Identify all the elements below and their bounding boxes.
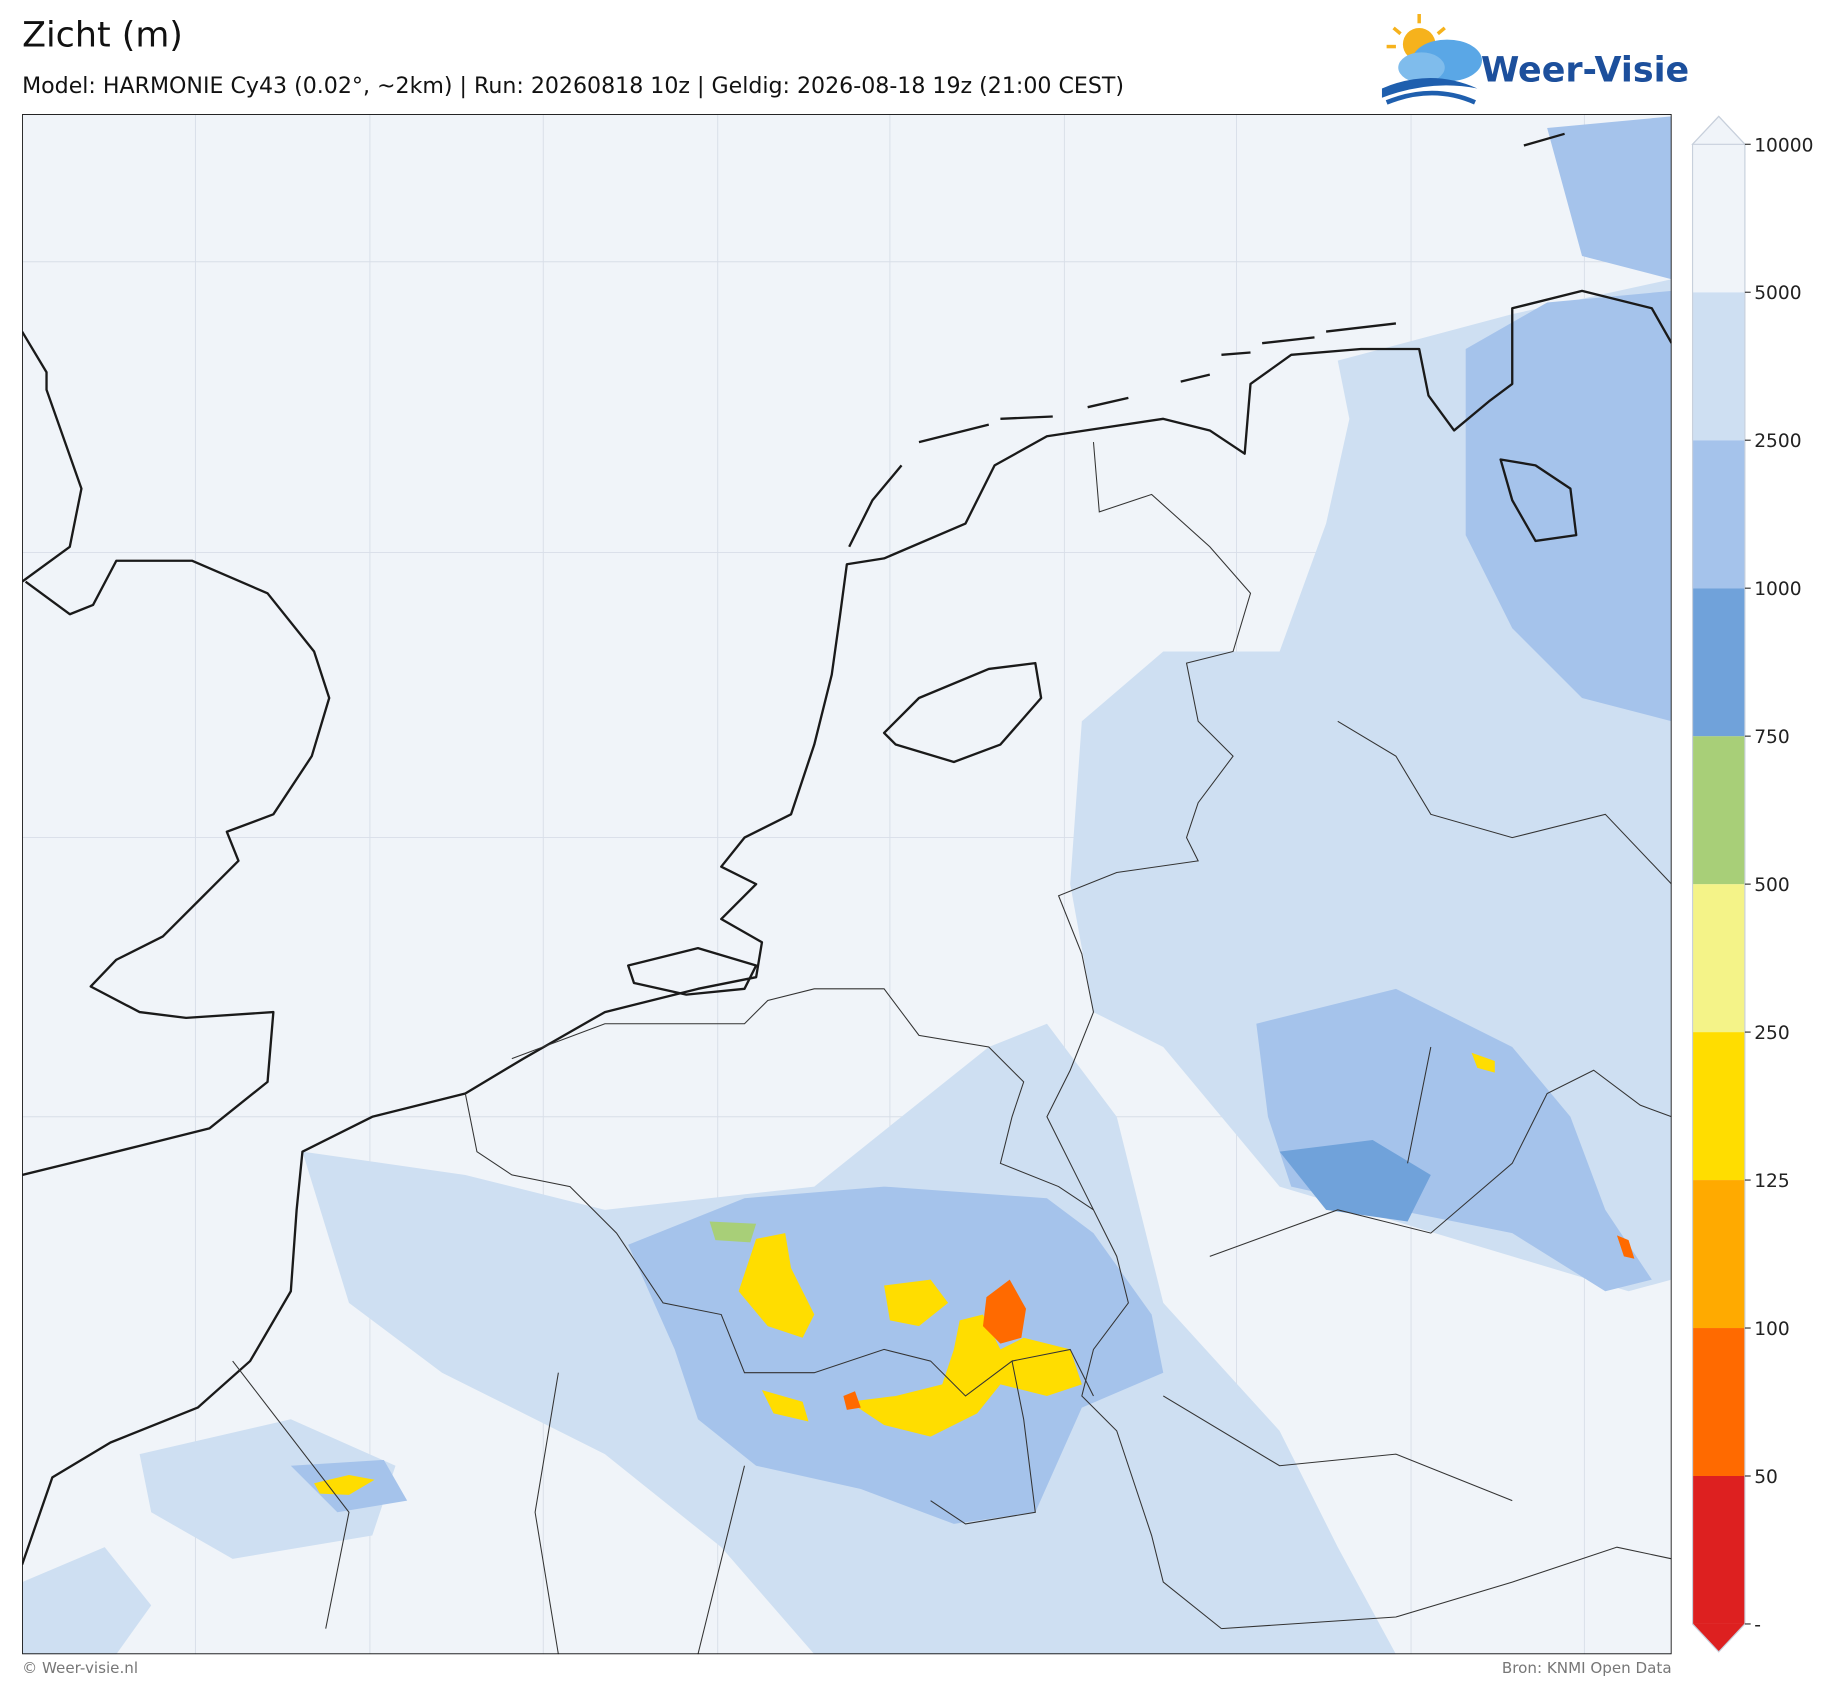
colorbar-band [1692,884,1745,1033]
colorbar-tick-label: 50 [1754,1467,1778,1488]
colorbar-band [1692,144,1745,293]
colorbar-band [1692,440,1745,589]
colorbar-band [1692,292,1745,441]
colorbar-tick-label: 5000 [1754,283,1801,304]
colorbar-band [1692,1032,1745,1181]
colorbar-extend-high [1691,115,1747,145]
subtitle: Model: HARMONIE Cy43 (0.02°, ~2km) | Run… [22,73,1124,99]
map [22,114,1672,1655]
colorbar-band [1692,1475,1745,1624]
colorbar-tick-label: 750 [1754,727,1790,748]
colorbar-band [1692,1180,1745,1329]
colorbar-band [1692,1328,1745,1476]
colorbar-tick-label: 10000 [1754,135,1813,156]
visibility-field [22,116,1672,1655]
colorbar-band [1692,588,1745,737]
borders [232,442,1672,1655]
title: Zicht (m) [22,16,183,56]
colorbar-extend-low [1692,1623,1745,1652]
colorbar-tick-label: 2500 [1754,431,1801,452]
logo: Weer-Visie [1381,13,1689,105]
coastlines [22,132,1672,1566]
colorbar-tick-label: 125 [1754,1171,1790,1192]
colorbar-band [1692,736,1745,885]
colorbar-tick-label: - [1754,1615,1761,1636]
footer-left: © Weer-visie.nl [22,1659,138,1677]
colorbar-tick-label: 500 [1754,875,1790,896]
footer-right: Bron: KNMI Open Data [1502,1659,1672,1677]
colorbar-tick-label: 250 [1754,1023,1790,1044]
logo-text: Weer-Visie [1481,50,1689,90]
colorbar-tick-label: 1000 [1754,579,1801,600]
colorbar-tick-label: 100 [1754,1319,1790,1340]
colorbar: - 50 100 125 250 500 750 1000 2500 5000 10000 [1691,115,1813,1653]
